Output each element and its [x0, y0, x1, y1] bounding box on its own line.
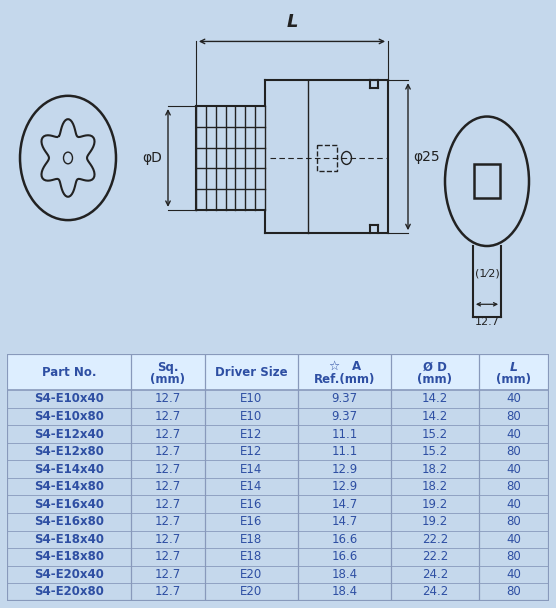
Text: Part No.: Part No. [42, 366, 96, 379]
Text: S4-E10x40: S4-E10x40 [34, 392, 104, 406]
Text: 12.7: 12.7 [155, 568, 181, 581]
Text: 80: 80 [507, 550, 522, 564]
Text: 12.9: 12.9 [331, 463, 358, 475]
Text: 40: 40 [507, 463, 522, 475]
Text: 16.6: 16.6 [331, 533, 358, 546]
Text: 12.7: 12.7 [155, 445, 181, 458]
Text: (1⁄2): (1⁄2) [475, 268, 499, 278]
Text: 9.37: 9.37 [331, 392, 358, 406]
Text: S4-E20x80: S4-E20x80 [34, 586, 104, 598]
Text: 80: 80 [507, 515, 522, 528]
Text: E20: E20 [240, 586, 262, 598]
Text: Ref.(mm): Ref.(mm) [314, 373, 375, 386]
Text: 12.7: 12.7 [155, 515, 181, 528]
Text: S4-E18x80: S4-E18x80 [34, 550, 104, 564]
Text: A: A [352, 360, 361, 373]
Text: 80: 80 [507, 480, 522, 493]
Text: 18.2: 18.2 [422, 480, 448, 493]
Text: (mm): (mm) [150, 373, 185, 386]
Text: 14.7: 14.7 [331, 498, 358, 511]
Text: 22.2: 22.2 [422, 550, 448, 564]
Text: φD: φD [142, 151, 162, 165]
Text: E10: E10 [240, 410, 262, 423]
Text: 40: 40 [507, 498, 522, 511]
Text: 22.2: 22.2 [422, 533, 448, 546]
Text: E14: E14 [240, 463, 262, 475]
Text: E12: E12 [240, 445, 262, 458]
Text: 12.7: 12.7 [155, 427, 181, 441]
Text: 15.2: 15.2 [422, 427, 448, 441]
Text: 16.6: 16.6 [331, 550, 358, 564]
Text: 11.1: 11.1 [331, 445, 358, 458]
Text: E16: E16 [240, 515, 262, 528]
Text: 12.7: 12.7 [155, 533, 181, 546]
Text: 40: 40 [507, 427, 522, 441]
Text: 80: 80 [507, 410, 522, 423]
Text: L: L [510, 361, 518, 374]
Text: L: L [286, 13, 298, 31]
Text: (mm): (mm) [418, 373, 453, 386]
Text: S4-E20x40: S4-E20x40 [34, 568, 104, 581]
Text: 80: 80 [507, 586, 522, 598]
Text: 40: 40 [507, 568, 522, 581]
Text: E10: E10 [240, 392, 262, 406]
Text: ☆: ☆ [328, 360, 339, 373]
Text: E16: E16 [240, 498, 262, 511]
Text: 14.2: 14.2 [422, 410, 448, 423]
Text: 24.2: 24.2 [422, 568, 448, 581]
Text: 11.1: 11.1 [331, 427, 358, 441]
Text: E20: E20 [240, 568, 262, 581]
Text: 80: 80 [507, 445, 522, 458]
Text: E18: E18 [240, 533, 262, 546]
Text: 12.7: 12.7 [475, 317, 499, 327]
Text: 19.2: 19.2 [422, 498, 448, 511]
Text: E14: E14 [240, 480, 262, 493]
Text: S4-E16x80: S4-E16x80 [34, 515, 104, 528]
Text: 18.4: 18.4 [331, 586, 358, 598]
Text: 15.2: 15.2 [422, 445, 448, 458]
Text: 18.2: 18.2 [422, 463, 448, 475]
Text: 24.2: 24.2 [422, 586, 448, 598]
Text: 40: 40 [507, 533, 522, 546]
Text: Sq.: Sq. [157, 361, 178, 374]
Text: S4-E12x40: S4-E12x40 [34, 427, 104, 441]
Text: (mm): (mm) [497, 373, 532, 386]
Text: 40: 40 [507, 392, 522, 406]
Text: 12.7: 12.7 [155, 550, 181, 564]
Bar [7, 354, 549, 390]
Text: Driver Size: Driver Size [215, 366, 287, 379]
Text: 18.4: 18.4 [331, 568, 358, 581]
Text: 9.37: 9.37 [331, 410, 358, 423]
Text: 19.2: 19.2 [422, 515, 448, 528]
Text: 12.7: 12.7 [155, 480, 181, 493]
Text: S4-E16x40: S4-E16x40 [34, 498, 104, 511]
Text: 14.7: 14.7 [331, 515, 358, 528]
Text: 12.9: 12.9 [331, 480, 358, 493]
Bar [474, 164, 500, 198]
Text: 12.7: 12.7 [155, 463, 181, 475]
Text: S4-E12x80: S4-E12x80 [34, 445, 104, 458]
Text: 12.7: 12.7 [155, 498, 181, 511]
Text: S4-E10x80: S4-E10x80 [34, 410, 104, 423]
Text: Ø D: Ø D [423, 361, 447, 374]
Text: E12: E12 [240, 427, 262, 441]
Text: 12.7: 12.7 [155, 410, 181, 423]
Text: S4-E14x80: S4-E14x80 [34, 480, 104, 493]
Text: E18: E18 [240, 550, 262, 564]
Text: S4-E14x40: S4-E14x40 [34, 463, 104, 475]
Text: 12.7: 12.7 [155, 586, 181, 598]
Text: S4-E18x40: S4-E18x40 [34, 533, 104, 546]
Text: 12.7: 12.7 [155, 392, 181, 406]
Text: φ25: φ25 [413, 150, 440, 164]
Text: 14.2: 14.2 [422, 392, 448, 406]
